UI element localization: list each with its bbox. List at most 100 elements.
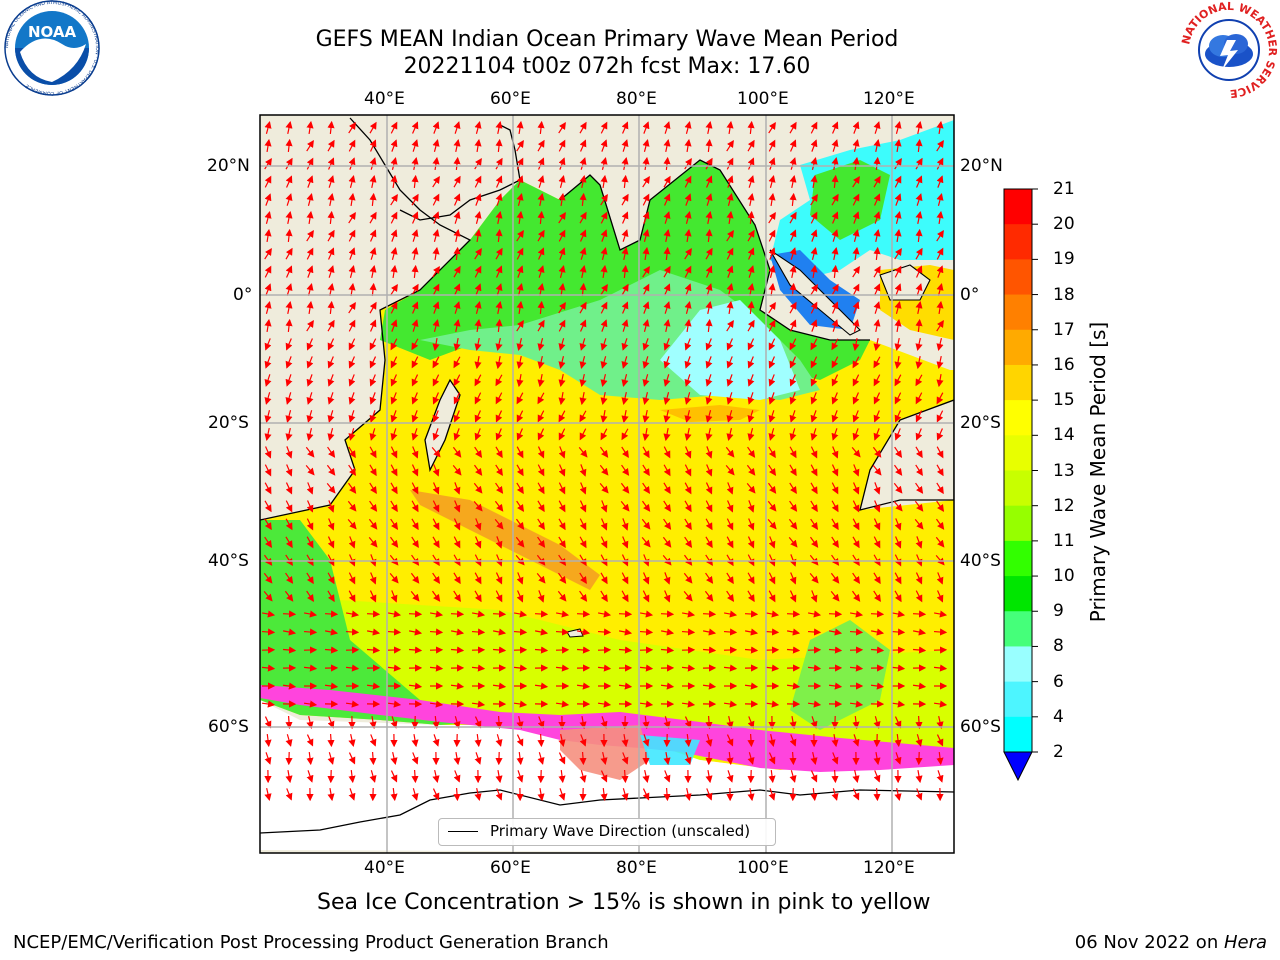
wave-arrow xyxy=(621,572,629,585)
wave-arrow xyxy=(579,338,587,351)
wave-arrow xyxy=(516,464,524,477)
wave-arrow xyxy=(873,246,881,261)
wave-arrow xyxy=(810,301,818,314)
wave-arrow xyxy=(810,193,818,206)
wave-arrow xyxy=(537,464,545,477)
wave-arrow xyxy=(495,482,504,494)
wave-arrow xyxy=(915,482,924,494)
wave-arrow xyxy=(348,121,356,134)
wave-arrow xyxy=(660,628,675,636)
wave-arrow xyxy=(807,628,822,636)
wave-arrow xyxy=(852,536,860,549)
wave-arrow xyxy=(306,319,314,332)
wave-arrow xyxy=(642,427,650,442)
wave-arrow xyxy=(474,138,482,153)
coastline-madagascar xyxy=(424,378,461,473)
wave-arrow xyxy=(831,193,839,206)
wave-arrow xyxy=(873,787,881,802)
wave-arrow xyxy=(600,264,608,279)
wave-arrow xyxy=(492,682,507,690)
lat-label-left-0: 0° xyxy=(233,285,253,305)
colorbar-tick-label: 4 xyxy=(1053,706,1064,727)
wave-arrow xyxy=(684,247,692,260)
wave-arrow xyxy=(327,210,335,225)
wave-arrow xyxy=(579,590,588,602)
wave-arrow xyxy=(768,536,776,549)
wave-arrow xyxy=(831,174,839,189)
wave-arrow xyxy=(726,229,734,242)
wave-arrow xyxy=(285,536,293,549)
lat-label-right-0: 0° xyxy=(960,285,980,305)
colorbar-extend-triangle xyxy=(1003,751,1033,782)
wave-arrow xyxy=(621,283,629,296)
wave-arrow xyxy=(285,392,293,405)
wave-arrow xyxy=(579,121,587,134)
wave-arrow xyxy=(411,536,419,549)
wave-arrow xyxy=(348,428,356,441)
wave-arrow xyxy=(788,518,798,530)
wave-arrow xyxy=(789,174,797,188)
wave-arrow xyxy=(599,464,609,476)
wave-arrow xyxy=(495,446,503,459)
wave-arrow xyxy=(495,536,503,549)
wave-arrow xyxy=(747,374,755,387)
wave-arrow xyxy=(471,664,486,672)
wave-arrow xyxy=(936,300,944,315)
wave-arrow xyxy=(935,518,945,530)
wave-arrow xyxy=(411,769,419,784)
wave-arrow xyxy=(810,157,818,170)
wave-arrow xyxy=(684,518,692,531)
wave-arrow xyxy=(621,193,629,206)
wave-arrow xyxy=(516,319,524,332)
wave-arrow xyxy=(789,464,797,477)
wave-arrow xyxy=(912,610,927,618)
wave-arrow xyxy=(936,338,944,351)
wave-arrow xyxy=(303,700,318,708)
wave-arrow xyxy=(600,229,608,242)
wave-arrow xyxy=(894,157,902,170)
wave-arrow xyxy=(390,392,398,405)
wave-arrow xyxy=(534,628,549,636)
wave-arrow xyxy=(264,464,272,477)
wave-arrow xyxy=(495,247,503,260)
wave-arrow xyxy=(579,157,587,170)
wave-arrow xyxy=(744,646,759,654)
wave-arrow xyxy=(684,374,692,387)
wave-arrow xyxy=(642,392,650,405)
wave-arrow xyxy=(723,610,738,618)
wave-arrow xyxy=(723,664,738,672)
wave-arrow xyxy=(789,247,797,260)
wave-arrow xyxy=(621,464,630,476)
wave-arrow xyxy=(789,392,797,405)
wave-arrow xyxy=(390,139,398,152)
wave-arrow xyxy=(558,282,566,297)
wave-arrow xyxy=(618,610,633,618)
wave-arrow xyxy=(768,229,776,242)
wave-arrow xyxy=(366,610,381,618)
wave-arrow xyxy=(891,664,906,672)
wave-arrow xyxy=(894,193,902,206)
wave-arrow xyxy=(747,410,755,423)
wave-arrow xyxy=(453,787,461,802)
wave-arrow xyxy=(579,282,587,297)
wave-arrow xyxy=(933,628,948,636)
colorbar-segment xyxy=(1004,224,1032,260)
wave-arrow xyxy=(705,554,713,567)
wave-arrow xyxy=(789,446,797,459)
wave-arrow xyxy=(411,338,419,351)
wave-arrow xyxy=(366,646,381,654)
wave-arrow xyxy=(705,300,713,314)
wave-arrow xyxy=(789,374,797,387)
wave-arrow xyxy=(873,410,881,423)
wave-arrow xyxy=(390,716,398,729)
wave-arrow xyxy=(306,139,314,152)
wave-arrow xyxy=(852,319,860,332)
wave-arrow xyxy=(723,628,738,636)
wave-arrow xyxy=(747,446,756,458)
wave-arrow xyxy=(768,590,776,603)
wave-arrow xyxy=(726,536,734,549)
wave-arrow xyxy=(327,374,335,387)
colorbar-segment xyxy=(1004,505,1032,542)
wave-arrow xyxy=(936,157,944,170)
wave-arrow xyxy=(348,446,356,459)
